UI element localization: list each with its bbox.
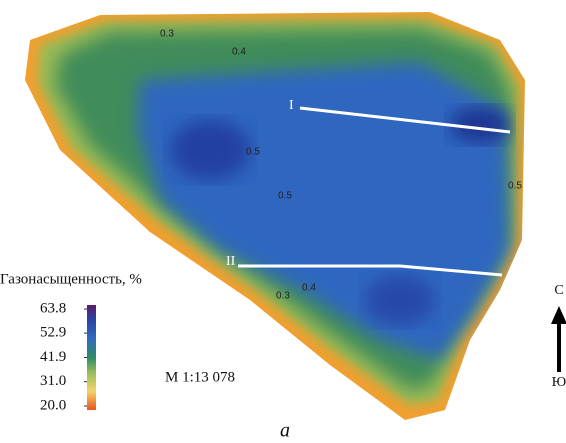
section-line — [299, 106, 511, 134]
color-bar — [87, 305, 96, 410]
section-label: I — [289, 98, 294, 113]
caption: а — [280, 420, 290, 442]
color-bar-tick-label: 41.9 — [40, 349, 66, 365]
color-bar-tick-label: 31.0 — [40, 373, 66, 389]
contour-label: 0.4 — [232, 47, 246, 58]
contour-label: 0.3 — [160, 29, 174, 40]
north-label: С — [554, 283, 563, 298]
contour-label: 0.5 — [246, 147, 260, 158]
color-bar-tick-label: 20.0 — [40, 397, 66, 413]
south-label: Ю — [552, 375, 566, 390]
color-bar-tick-label: 52.9 — [40, 325, 66, 341]
compass-arrow-head — [551, 306, 566, 324]
legend-title: Газонасыщенность, % — [0, 271, 142, 287]
contour-label: 0.3 — [276, 291, 290, 302]
contour-label: 0.4 — [302, 283, 316, 294]
color-bar-tick-label: 63.8 — [40, 300, 66, 316]
section-line — [238, 264, 503, 277]
color-bar-ticks: 63.8 52.9 41.9 31.0 20.0 — [40, 300, 87, 413]
scale: М 1:13 078 — [165, 369, 235, 385]
section-label: II — [226, 254, 236, 269]
contour-label: 0.5 — [278, 191, 292, 202]
contour-label: 0.5 — [508, 181, 522, 192]
